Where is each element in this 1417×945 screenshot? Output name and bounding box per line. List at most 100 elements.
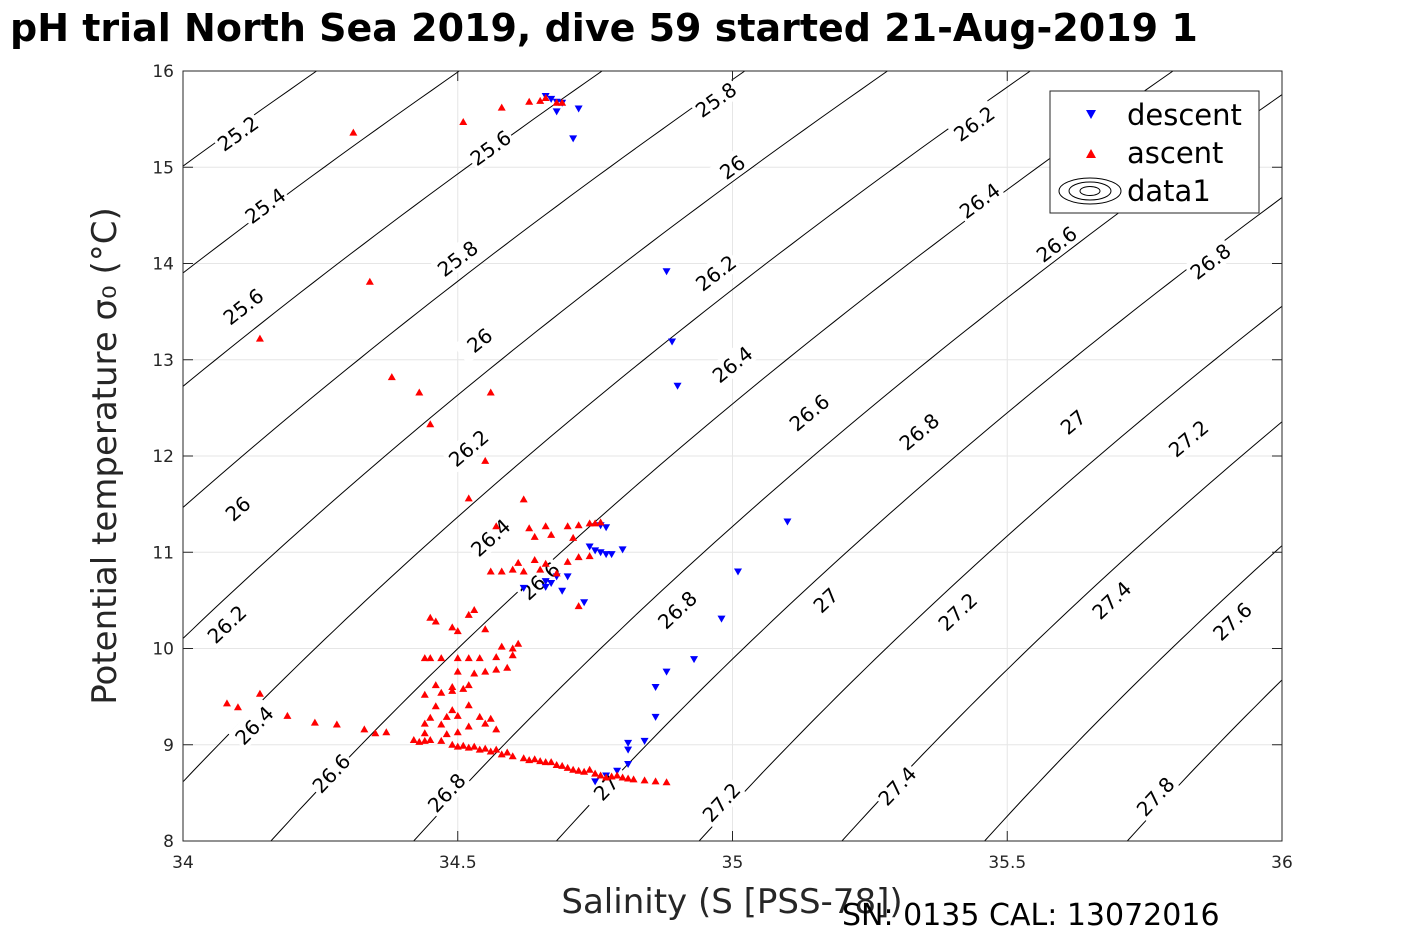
- ascent-point: [486, 388, 495, 396]
- ascent-point: [574, 766, 583, 774]
- contour-label-bg: [430, 233, 484, 283]
- contour-line: [183, 71, 603, 387]
- ascent-point: [459, 684, 468, 692]
- ascent-point: [409, 735, 418, 743]
- ascent-point: [585, 765, 594, 773]
- ascent-point: [536, 565, 545, 573]
- ascent-point: [470, 669, 479, 677]
- ascent-point: [536, 757, 545, 765]
- ascent-point: [233, 703, 242, 711]
- descent-point: [607, 551, 616, 559]
- descent-point: [668, 338, 677, 346]
- ascent-point: [497, 567, 506, 575]
- descent-point: [624, 761, 633, 768]
- ascent-point: [547, 530, 556, 538]
- ascent-point: [629, 775, 638, 783]
- ascent-point: [492, 665, 501, 673]
- ascent-point: [497, 103, 506, 111]
- ascent-point: [426, 654, 435, 662]
- x-tick-label: 35.5: [988, 853, 1026, 873]
- contour-label-bg: [211, 483, 264, 534]
- descent-point: [552, 108, 561, 116]
- contour-label-bg: [689, 248, 742, 297]
- ascent-point: [437, 688, 446, 696]
- contour-label-bg: [305, 747, 356, 799]
- ascent-point: [464, 722, 473, 730]
- ascent-point: [437, 736, 446, 744]
- contour-line: [270, 71, 1174, 841]
- ascent-point: [437, 654, 446, 662]
- ascent-point: [492, 745, 501, 753]
- contour-label-bg: [695, 776, 746, 828]
- ascent-point: [525, 97, 534, 105]
- legend-ascent-marker: [1086, 149, 1096, 158]
- ascent-point: [596, 518, 605, 526]
- descent-point: [519, 584, 528, 592]
- contour-label-bg: [200, 598, 252, 649]
- descent-point: [618, 546, 627, 554]
- y-tick-label: 12: [152, 447, 174, 467]
- descent-point: [662, 268, 671, 276]
- contour-label-bg: [931, 585, 983, 637]
- x-tick-label: 34.5: [439, 853, 477, 873]
- contour-line: [841, 421, 1282, 841]
- descent-point: [651, 713, 660, 721]
- ascent-point: [492, 653, 501, 661]
- ascent-point: [481, 667, 490, 675]
- density-contours: [183, 71, 1282, 841]
- ascent-point: [426, 613, 435, 621]
- contour-label-bg: [892, 406, 945, 456]
- descent-point: [591, 778, 600, 786]
- serial-calibration-note: SN: 0135 CAL: 13072016: [842, 898, 1220, 933]
- ascent-point: [541, 758, 550, 766]
- ascent-point: [365, 277, 374, 285]
- ascent-point: [453, 728, 462, 736]
- y-tick-label: 11: [152, 543, 174, 563]
- ascent-point: [371, 729, 380, 737]
- y-tick-label: 15: [152, 158, 174, 178]
- ascent-point: [492, 522, 501, 530]
- y-tick-label: 8: [163, 832, 174, 852]
- ascent-point: [574, 553, 583, 561]
- ascent-point: [481, 456, 490, 464]
- ascent-point: [448, 686, 457, 694]
- descent-point: [585, 543, 594, 551]
- ascent-point: [624, 774, 633, 782]
- ascent-point: [552, 760, 561, 768]
- ascent-point: [431, 702, 440, 710]
- y-tick-label: 13: [152, 351, 174, 371]
- x-tick-label: 36: [1271, 853, 1293, 873]
- contour-line: [183, 71, 746, 509]
- contour-line: [183, 71, 461, 274]
- contour-line: [1126, 679, 1282, 841]
- contour-label-bg: [1029, 219, 1083, 268]
- descent-point: [673, 382, 682, 390]
- contour-line: [555, 196, 1282, 841]
- descent-point: [591, 547, 600, 555]
- descent-point: [662, 668, 671, 676]
- ascent-point: [530, 755, 539, 763]
- ascent-point: [585, 552, 594, 560]
- ascent-point: [442, 730, 451, 738]
- descent-point: [563, 573, 572, 581]
- ascent-point: [580, 767, 589, 775]
- ascent-point: [618, 773, 627, 781]
- descent-point: [651, 684, 660, 691]
- contour-label-bg: [705, 339, 759, 389]
- ascent-point: [481, 744, 490, 752]
- descent-point: [613, 767, 622, 775]
- y-tick-label: 9: [163, 736, 174, 756]
- contour-label-bg: [782, 387, 835, 437]
- contour-label-bg: [463, 123, 517, 171]
- x-axis-label: Salinity (S [PSS-78]): [561, 882, 902, 922]
- ascent-point: [585, 519, 594, 527]
- ascent-point: [453, 654, 462, 662]
- ascent-point: [420, 729, 429, 737]
- contour-label-bg: [688, 75, 742, 123]
- ascent-point: [591, 769, 600, 777]
- descent-point: [541, 583, 550, 591]
- ascent-point: [486, 567, 495, 575]
- ascent-point: [464, 681, 473, 689]
- ascent-point: [503, 663, 512, 671]
